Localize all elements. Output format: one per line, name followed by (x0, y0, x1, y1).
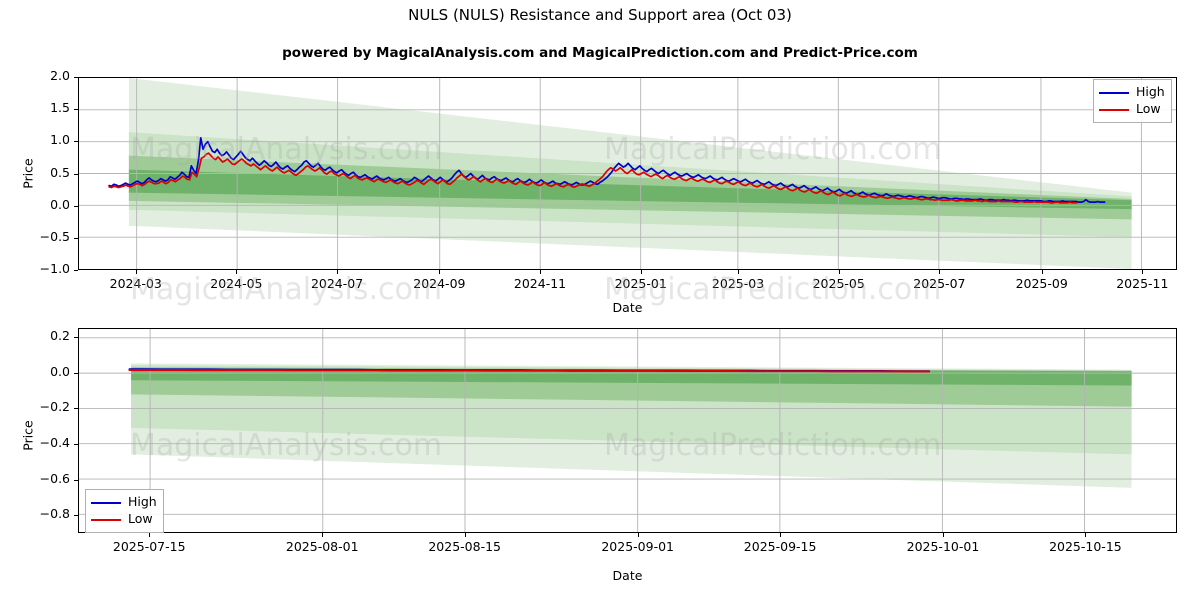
x-axis-tick-mark (637, 533, 639, 537)
legend-entry-low: Low (1099, 101, 1165, 118)
y-axis-tick-mark (74, 515, 78, 517)
y-axis-tick-mark (74, 205, 78, 207)
legend-label-low: Low (1136, 101, 1161, 117)
y-axis-tick-mark (74, 408, 78, 410)
legend-swatch-low (91, 518, 121, 521)
top-chart-legend[interactable]: High Low (1093, 79, 1172, 123)
x-axis-tick-mark (464, 533, 466, 537)
x-axis-tick-mark (942, 533, 944, 537)
page-subtitle: powered by MagicalAnalysis.com and Magic… (282, 45, 918, 61)
y-axis-tick-label: −0.6 (39, 470, 70, 486)
x-axis-tick-label: 2024-09 (413, 276, 466, 291)
x-axis-tick-mark (1142, 270, 1144, 274)
y-axis-tick-label: −0.2 (39, 399, 70, 415)
x-axis-tick-label: 2025-07 (913, 276, 966, 291)
band-core (131, 368, 1132, 386)
series-line-low (128, 368, 931, 373)
legend-entry-high: High (91, 494, 157, 511)
x-axis-tick-label: 2025-08-15 (428, 539, 501, 554)
y-axis-tick-label: 0.2 (50, 327, 70, 343)
bottom-xlabel: Date (612, 568, 643, 583)
x-axis-tick-label: 2025-08-01 (285, 539, 359, 554)
x-axis-tick-mark (640, 270, 642, 274)
x-axis-tick-mark (939, 270, 941, 274)
x-axis-tick-label: 2025-05 (812, 276, 865, 291)
bottom-chart-panel (78, 328, 1177, 533)
series-line-high (108, 137, 1106, 203)
y-axis-tick-mark (74, 443, 78, 445)
x-axis-tick-label: 2024-07 (310, 276, 364, 291)
x-axis-tick-label: 2025-03 (711, 276, 765, 291)
x-axis-tick-mark (236, 270, 238, 274)
top-ylabel: Price (20, 158, 36, 189)
x-axis-tick-mark (337, 270, 339, 274)
legend-swatch-low (1099, 108, 1129, 111)
y-axis-tick-label: 1.0 (50, 132, 70, 148)
x-axis-tick-label: 2025-07-15 (112, 539, 186, 554)
top-chart-panel (78, 77, 1177, 270)
x-axis-tick-label: 2025-09-01 (601, 539, 674, 554)
legend-swatch-high (1099, 91, 1129, 94)
bottom-chart-legend[interactable]: High Low (85, 489, 164, 533)
x-axis-tick-label: 2025-09-15 (743, 539, 817, 554)
x-axis-tick-mark (439, 270, 441, 274)
x-axis-tick-mark (1041, 270, 1043, 274)
x-axis-tick-mark (135, 270, 137, 274)
x-axis-tick-mark (540, 270, 542, 274)
x-axis-tick-mark (322, 533, 324, 537)
x-axis-tick-label: 2025-10-01 (906, 539, 980, 554)
y-axis-tick-label: 1.5 (50, 100, 70, 116)
y-axis-tick-label: 0.0 (50, 196, 70, 212)
y-axis-tick-label: −0.8 (39, 506, 70, 522)
x-axis-tick-mark (149, 533, 151, 537)
y-axis-tick-mark (74, 77, 78, 78)
y-axis-tick-mark (74, 479, 78, 481)
x-axis-tick-label: 2025-11 (1116, 276, 1169, 291)
y-axis-tick-label: −1.0 (39, 261, 70, 276)
legend-label-high: High (1136, 84, 1165, 100)
y-axis-tick-mark (74, 270, 78, 271)
x-axis-tick-mark (838, 270, 840, 274)
legend-label-low: Low (128, 511, 153, 527)
top-chart-svg (79, 78, 1176, 269)
y-axis-tick-mark (74, 372, 78, 374)
x-axis-tick-label: 2024-05 (210, 276, 263, 291)
y-axis-tick-mark (74, 141, 78, 143)
x-axis-tick-mark (738, 270, 740, 274)
x-axis-tick-label: 2025-10-15 (1049, 539, 1122, 554)
y-axis-tick-mark (74, 109, 78, 111)
legend-entry-low: Low (91, 511, 157, 528)
y-axis-tick-mark (74, 336, 78, 338)
bottom-chart-svg (79, 329, 1176, 532)
y-axis-tick-mark (74, 173, 78, 175)
page-title: NULS (NULS) Resistance and Support area … (408, 6, 792, 24)
y-axis-tick-mark (74, 237, 78, 239)
x-axis-tick-label: 2025-09 (1015, 276, 1068, 291)
x-axis-tick-label: 2024-03 (109, 276, 162, 291)
series-line-low (108, 152, 1078, 204)
legend-swatch-high (91, 501, 121, 504)
y-axis-tick-label: 0.5 (50, 164, 70, 180)
x-axis-tick-mark (780, 533, 782, 537)
y-axis-tick-label: −0.5 (39, 228, 70, 244)
bottom-ylabel: Price (20, 420, 36, 451)
x-axis-tick-mark (1085, 533, 1087, 537)
y-axis-tick-label: 0.0 (50, 363, 70, 379)
top-plot-area (78, 77, 1177, 270)
legend-entry-high: High (1099, 84, 1165, 101)
legend-label-high: High (128, 494, 157, 510)
bottom-plot-area (78, 328, 1177, 533)
x-axis-tick-label: 2025-01 (614, 276, 667, 291)
x-axis-tick-label: 2024-11 (513, 276, 567, 291)
y-axis-tick-label: −0.4 (39, 434, 70, 450)
y-axis-tick-label: 2.0 (50, 68, 70, 83)
top-xlabel: Date (612, 300, 643, 315)
